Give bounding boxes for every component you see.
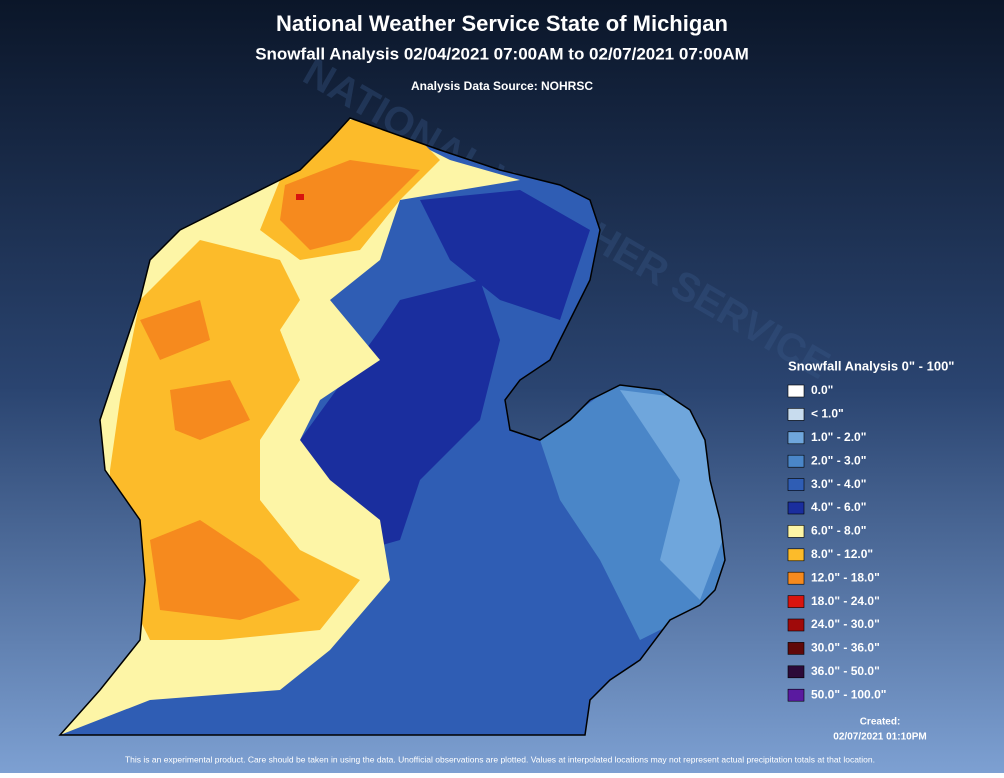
state-border: [58, 117, 726, 736]
legend-swatch: [787, 454, 805, 468]
legend-label: 30.0" - 36.0": [811, 641, 880, 655]
data-source: Analysis Data Source: NOHRSC: [411, 79, 593, 93]
legend-swatch: [787, 595, 805, 608]
legend-swatch: [787, 501, 805, 515]
legend-label: 50.0" - 100.0": [811, 687, 886, 701]
legend-swatch: [787, 384, 805, 398]
legend-label: < 1.0": [811, 407, 844, 421]
legend-swatch: [787, 688, 805, 702]
legend-label: 18.0" - 24.0": [811, 594, 880, 608]
legend-swatch: [787, 431, 805, 445]
legend-label: 12.0" - 18.0": [811, 570, 880, 584]
subtitle: Snowfall Analysis 02/04/2021 07:00AM to …: [255, 44, 749, 63]
disclaimer: This is an experimental product. Care sh…: [125, 754, 875, 764]
legend-swatch: [787, 618, 805, 632]
title: National Weather Service State of Michig…: [276, 11, 728, 36]
legend-label: 2.0" - 3.0": [811, 453, 866, 467]
legend-label: 1.0" - 2.0": [811, 430, 866, 444]
legend-swatch: [787, 525, 805, 538]
legend-swatch: [787, 478, 805, 491]
legend: Snowfall Analysis 0" - 100" 0.0" < 1.0" 1.…: [787, 358, 954, 702]
legend-label: 4.0" - 6.0": [811, 500, 866, 514]
created-date: 02/07/2021 01:10PM: [833, 732, 926, 743]
legend-label: 8.0" - 12.0": [811, 547, 873, 561]
legend-swatch: [787, 548, 805, 562]
legend-label: 6.0" - 8.0": [811, 524, 866, 538]
legend-swatch: [787, 571, 805, 585]
legend-swatch: [787, 665, 805, 679]
legend-label: 24.0" - 30.0": [811, 617, 880, 631]
legend-label: 3.0" - 4.0": [811, 477, 866, 491]
legend-label: 0.0": [811, 383, 833, 397]
legend-swatch: [787, 408, 805, 421]
legend-title: Snowfall Analysis 0" - 100": [788, 358, 954, 373]
legend-label: 36.0" - 50.0": [811, 664, 880, 678]
created-label: Created:: [860, 717, 901, 728]
legend-swatch: [787, 642, 805, 655]
